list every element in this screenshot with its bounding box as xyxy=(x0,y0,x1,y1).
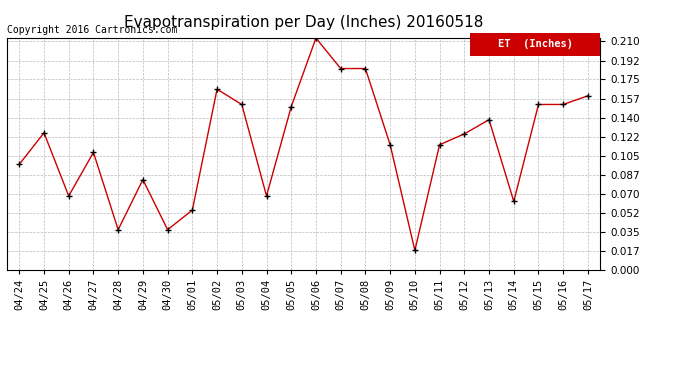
Text: Copyright 2016 Cartronics.com: Copyright 2016 Cartronics.com xyxy=(7,25,177,35)
Title: Evapotranspiration per Day (Inches) 20160518: Evapotranspiration per Day (Inches) 2016… xyxy=(124,15,483,30)
